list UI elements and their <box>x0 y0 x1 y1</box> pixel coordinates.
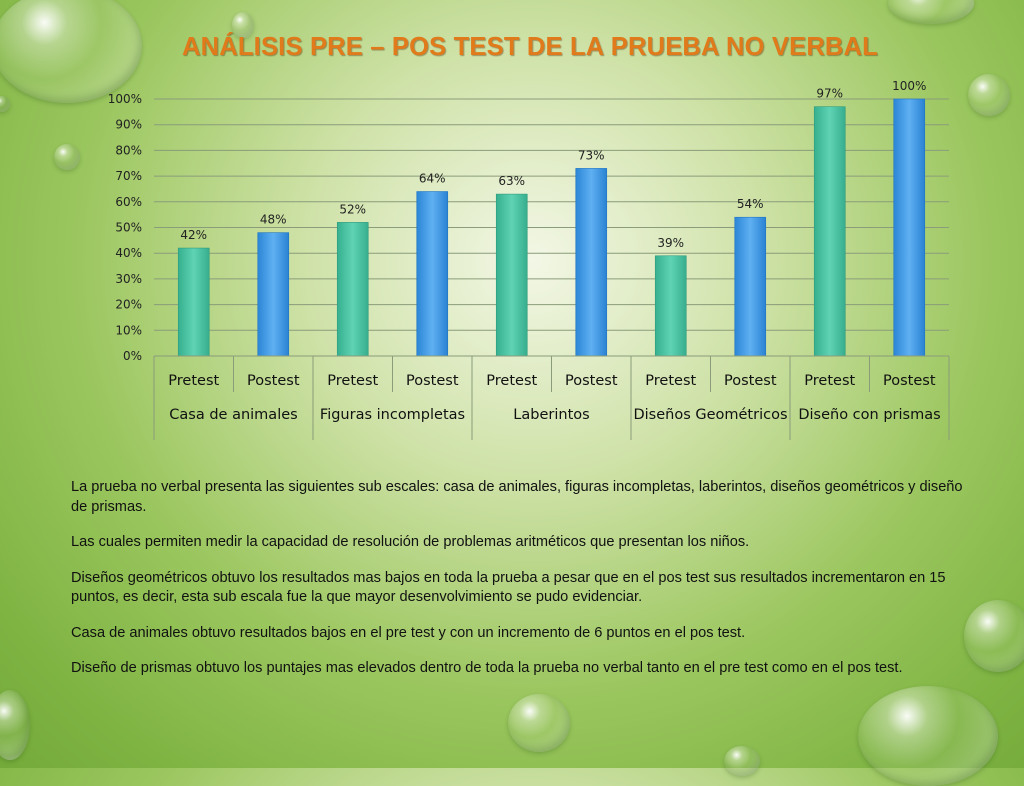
bubble-decoration <box>0 96 10 112</box>
y-tick-label: 80% <box>115 143 142 157</box>
data-label: 52% <box>339 202 366 216</box>
y-tick-label: 20% <box>115 298 142 312</box>
y-tick-label: 30% <box>115 272 142 286</box>
bar-postest <box>575 168 608 357</box>
bar-pretest <box>654 255 687 357</box>
x-group-label: Casa de animales <box>169 407 297 423</box>
chart-bars: 42% 48% 52% 64% 63% 73% 39% 54% 97% 100% <box>177 79 926 357</box>
x-tick-label: Pretest <box>645 373 696 389</box>
data-label: 100% <box>892 79 926 93</box>
bar-postest <box>734 216 767 357</box>
bar-pretest <box>177 247 210 357</box>
x-group-label: Diseño con prismas <box>798 407 940 423</box>
x-group-label: Figuras incompletas <box>320 407 465 423</box>
data-label: 97% <box>816 87 843 101</box>
bubble-decoration <box>232 12 254 38</box>
bar-pretest <box>813 106 846 357</box>
bar-postest <box>893 98 926 357</box>
x-tick-label: Postest <box>883 373 936 389</box>
y-tick-label: 70% <box>115 169 142 183</box>
x-tick-label: Postest <box>247 373 300 389</box>
data-label: 48% <box>260 213 287 227</box>
x-tick-label: Pretest <box>168 373 219 389</box>
x-tick-label: Postest <box>724 373 777 389</box>
x-axis: Pretest Postest Pretest Postest Pretest Poste… <box>153 355 950 440</box>
x-group-label: Diseños Geométricos <box>633 407 787 423</box>
paragraph-purpose: Las cuales permiten medir la capacidad d… <box>71 534 750 550</box>
bubble-decoration <box>0 690 30 760</box>
data-label: 54% <box>737 197 764 211</box>
data-label: 39% <box>657 236 684 250</box>
y-tick-label: 10% <box>115 323 142 337</box>
y-tick-label: 100% <box>108 92 142 106</box>
y-axis: 0% 10% 20% 30% 40% 50% 60% 70% 80% 90% 100% <box>108 92 142 363</box>
data-label: 73% <box>578 148 605 162</box>
paragraph-subscales: La prueba no verbal presenta las siguien… <box>71 479 963 515</box>
x-tick-label: Postest <box>406 373 459 389</box>
bubble-decoration <box>508 694 570 752</box>
x-group-label: Laberintos <box>513 407 589 423</box>
paragraph-prisms: Diseño de prismas obtuvo los puntajes ma… <box>71 660 903 676</box>
bubble-decoration <box>0 0 142 103</box>
bubble-decoration <box>724 746 760 776</box>
x-tick-label: Pretest <box>804 373 855 389</box>
paragraph-geometric-designs: Diseños geométricos obtuvo los resultado… <box>71 569 946 606</box>
data-label: 63% <box>498 174 525 188</box>
y-tick-label: 40% <box>115 246 142 260</box>
bar-postest <box>416 191 449 357</box>
bubble-decoration <box>964 600 1024 672</box>
x-tick-label: Pretest <box>486 373 537 389</box>
bar-pretest <box>336 222 369 357</box>
bubble-decoration <box>858 686 998 786</box>
y-tick-label: 50% <box>115 221 142 235</box>
bar-postest <box>257 232 290 357</box>
y-tick-label: 60% <box>115 195 142 209</box>
y-tick-label: 90% <box>115 118 142 132</box>
x-tick-label: Postest <box>565 373 618 389</box>
paragraph-animal-house: Casa de animales obtuvo resultados bajos… <box>71 624 746 641</box>
x-tick-label: Pretest <box>327 373 378 389</box>
data-label: 64% <box>419 172 446 186</box>
body-text: La prueba no verbal presenta las siguien… <box>71 478 971 695</box>
bar-chart: 0% 10% 20% 30% 40% 50% 60% 70% 80% 90% 100% 42% 48%… <box>108 79 950 440</box>
data-label: 42% <box>180 228 207 242</box>
bar-pretest <box>495 193 528 357</box>
bubble-decoration <box>968 74 1010 116</box>
y-tick-label: 0% <box>123 349 142 363</box>
slide-title: ANÁLISIS PRE – POS TEST DE LA PRUEBA NO … <box>182 33 878 61</box>
bubble-decoration <box>54 144 80 170</box>
